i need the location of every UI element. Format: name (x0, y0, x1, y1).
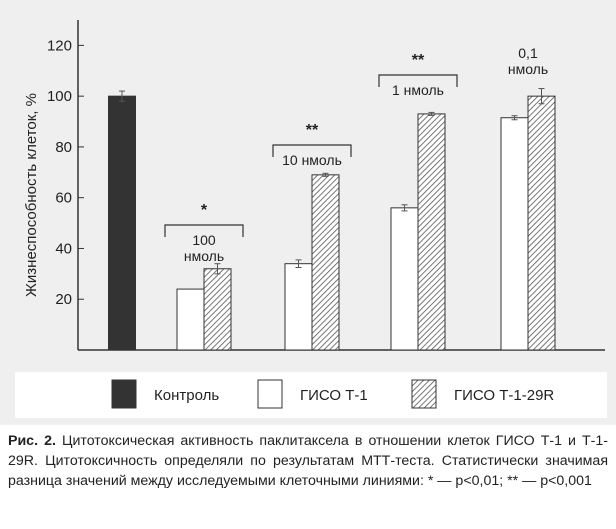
y-tick-label: 80 (55, 139, 72, 156)
legend-swatch-giso29r (411, 379, 437, 409)
significance-bracket (272, 144, 352, 157)
y-tick-label: 60 (55, 190, 72, 207)
legend-swatch-giso (257, 379, 283, 409)
y-tick-label: 20 (55, 291, 72, 308)
legend-label-control: Контроль (154, 387, 219, 404)
figure-panel: 20 40 60 80 100 120 Жизнеспособность клеток, %… (0, 0, 616, 425)
significance-bracket (164, 224, 244, 237)
concentration-label: 100 (192, 232, 216, 248)
figure-caption: Рис. 2. Цитотоксическая активность пакли… (8, 431, 608, 491)
bar-giso29r-group-3 (417, 113, 446, 351)
bar-giso-group-1 (176, 288, 205, 351)
concentration-label: 10 нмоль (282, 152, 342, 168)
y-tick-label: 100 (47, 88, 72, 105)
bar-giso-group-4 (500, 117, 529, 351)
bar-giso-group-2 (284, 263, 313, 351)
legend-label-giso: ГИСО Т-1 (300, 387, 368, 404)
y-tick-label: 120 (47, 37, 72, 54)
caption-text: Цитотоксическая активность паклитаксела … (8, 433, 608, 489)
significance-marker: * (201, 202, 208, 219)
bar-chart: 20 40 60 80 100 120 Жизнеспособность клеток, %… (0, 0, 616, 425)
y-axis-label: Жизнеспособность клеток, % (23, 93, 40, 297)
significance-bracket (378, 74, 458, 87)
concentration-label: 0,1 (518, 45, 538, 61)
bar-control-group-0 (108, 95, 136, 351)
caption-prefix: Рис. 2. (8, 433, 56, 449)
bar-giso29r-group-4 (527, 95, 556, 351)
bar-giso-group-3 (390, 207, 419, 351)
significance-marker: ** (412, 52, 425, 69)
significance-marker: ** (306, 122, 319, 139)
concentration-label: 1 нмоль (392, 82, 444, 98)
bar-giso29r-group-1 (203, 268, 232, 351)
concentration-label: нмоль (508, 61, 548, 77)
y-tick-label: 40 (55, 240, 72, 257)
legend-label-giso29r: ГИСО Т-1-29R (454, 387, 554, 404)
legend-swatch-control (111, 379, 137, 409)
concentration-label: нмоль (184, 248, 224, 264)
bar-giso29r-group-2 (311, 174, 340, 351)
